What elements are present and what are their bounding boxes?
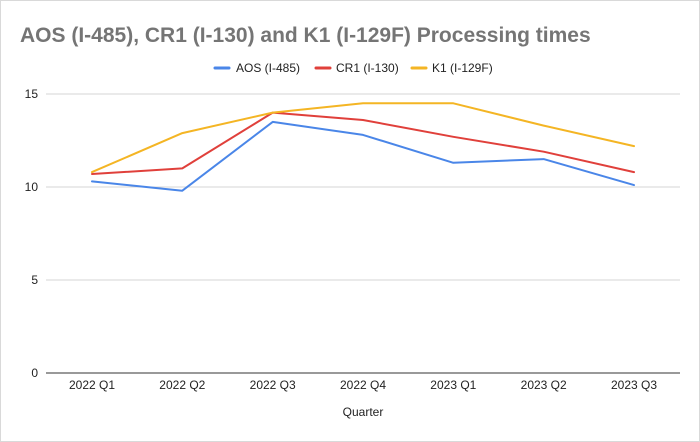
y-axis-ticks: 0 5 10 15 — [25, 87, 39, 380]
x-tick-label: 2022 Q4 — [340, 378, 386, 392]
legend: AOS (I-485) CR1 (I-130) K1 (I-129F) — [213, 61, 493, 75]
series-lines — [91, 102, 635, 192]
x-tick-label: 2022 Q2 — [159, 378, 205, 392]
y-tick-label: 5 — [31, 273, 38, 287]
x-tick-label: 2022 Q1 — [69, 378, 115, 392]
x-tick-label: 2023 Q1 — [430, 378, 476, 392]
legend-label: K1 (I-129F) — [432, 61, 493, 75]
x-axis-title: Quarter — [343, 405, 384, 419]
x-tick-label: 2023 Q2 — [521, 378, 567, 392]
x-axis-ticks: 2022 Q1 2022 Q2 2022 Q3 2022 Q4 2023 Q1 2023 … — [69, 378, 657, 392]
series-line-aos-i-485 — [91, 120, 635, 192]
chart-title: AOS (I-485), CR1 (I-130) and K1 (I-129F)… — [20, 24, 591, 47]
gridlines — [46, 93, 680, 374]
y-tick-label: 15 — [25, 87, 39, 101]
legend-label: AOS (I-485) — [236, 61, 300, 75]
x-tick-label: 2023 Q3 — [611, 378, 657, 392]
x-tick-label: 2022 Q3 — [250, 378, 296, 392]
y-tick-label: 10 — [25, 180, 39, 194]
legend-label: CR1 (I-130) — [336, 61, 399, 75]
series-line-cr1-i-130 — [91, 111, 635, 175]
series-line-k1-i-129f — [91, 102, 635, 174]
y-tick-label: 0 — [31, 366, 38, 380]
